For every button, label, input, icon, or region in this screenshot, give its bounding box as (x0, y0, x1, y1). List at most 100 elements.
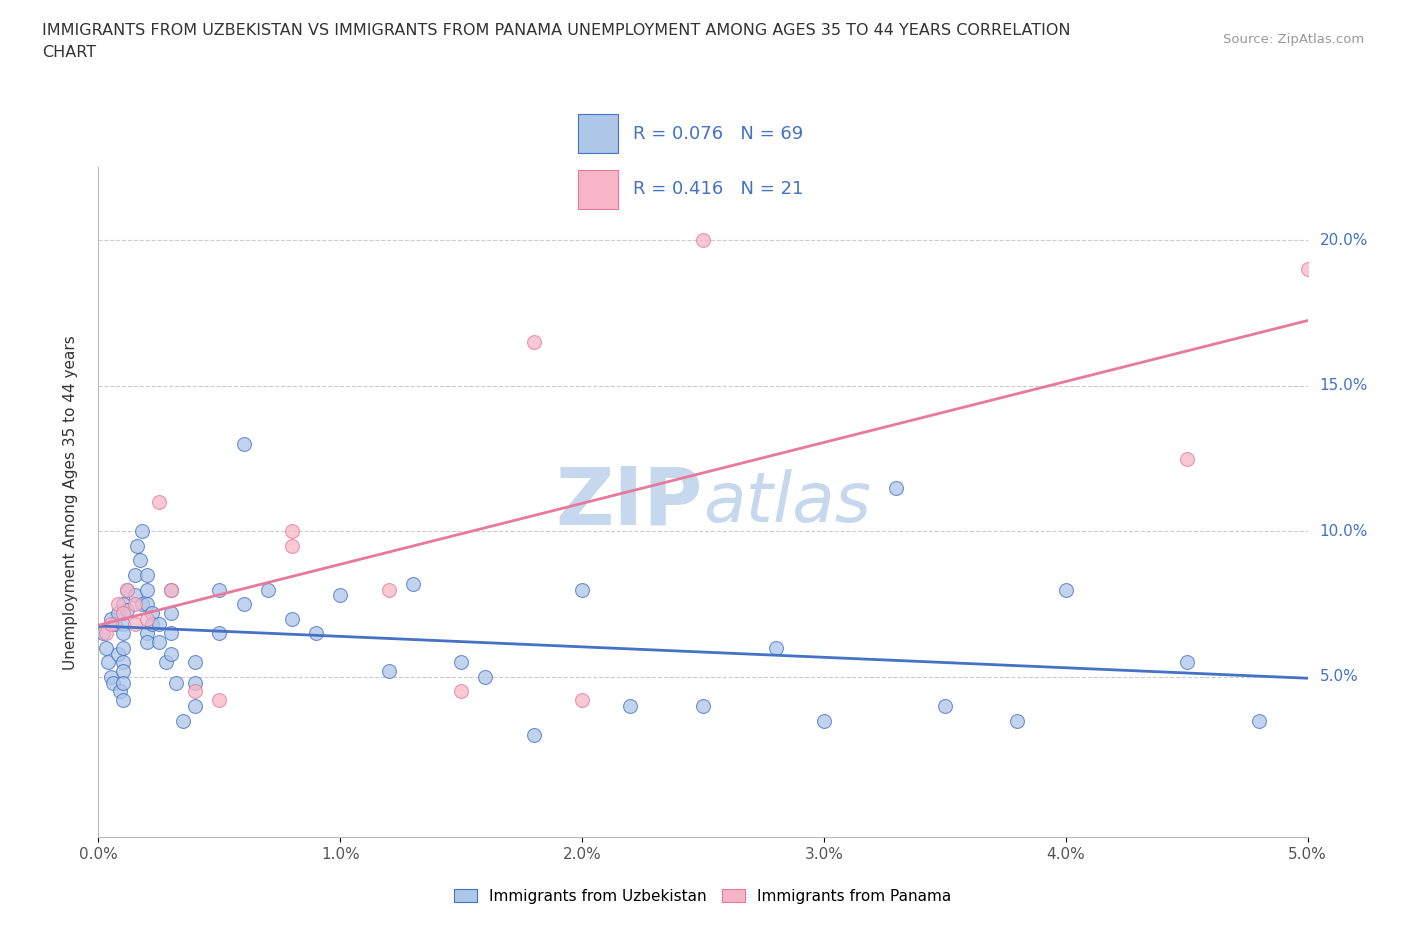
Point (523, 335, 546, 350)
Point (619, 698, 641, 713)
Point (571, 582, 593, 597)
Point (100, 617, 122, 631)
Point (571, 693, 593, 708)
Point (111, 655, 134, 670)
Point (474, 670, 496, 684)
Point (813, 713, 835, 728)
Point (117, 582, 139, 597)
Point (131, 524, 153, 538)
Point (329, 588, 352, 603)
Point (107, 646, 129, 661)
Point (124, 597, 146, 612)
Text: R = 0.076   N = 69: R = 0.076 N = 69 (633, 125, 803, 142)
Point (111, 597, 134, 612)
Point (104, 617, 127, 631)
Point (111, 626, 134, 641)
Point (523, 727, 546, 742)
Point (127, 538, 149, 553)
Point (281, 611, 304, 626)
Point (148, 634, 170, 649)
Point (208, 626, 231, 641)
Point (148, 495, 170, 510)
Point (1175, 655, 1198, 670)
Point (135, 582, 157, 597)
Point (108, 684, 131, 698)
Point (111, 675, 134, 690)
Legend: Immigrants from Uzbekistan, Immigrants from Panama: Immigrants from Uzbekistan, Immigrants f… (449, 883, 957, 910)
Text: Source: ZipAtlas.com: Source: ZipAtlas.com (1223, 33, 1364, 46)
Point (111, 605, 134, 620)
Text: atlas: atlas (703, 469, 870, 536)
Point (305, 626, 328, 641)
Point (160, 605, 183, 620)
Point (165, 675, 187, 690)
Point (101, 675, 124, 690)
Text: 20.0%: 20.0% (1320, 232, 1368, 247)
Point (1175, 451, 1198, 466)
Point (124, 588, 146, 603)
Point (124, 567, 146, 582)
Text: ZIP: ZIP (555, 463, 703, 541)
Point (107, 597, 129, 612)
Point (934, 698, 956, 713)
Point (107, 605, 129, 620)
Point (184, 655, 207, 670)
Point (208, 582, 231, 597)
Text: 5.0%: 5.0% (1320, 670, 1358, 684)
Point (1007, 713, 1029, 728)
Point (232, 436, 254, 451)
Point (94, 626, 117, 641)
Point (184, 675, 207, 690)
Y-axis label: Unemployment Among Ages 35 to 44 years: Unemployment Among Ages 35 to 44 years (63, 335, 77, 670)
Point (128, 553, 150, 568)
Point (117, 603, 139, 618)
Text: R = 0.416   N = 21: R = 0.416 N = 21 (633, 180, 804, 198)
Point (402, 577, 425, 591)
Point (172, 713, 194, 728)
FancyBboxPatch shape (578, 114, 617, 153)
Point (160, 582, 183, 597)
Point (1054, 582, 1077, 597)
Point (135, 567, 157, 582)
Point (208, 693, 231, 708)
Point (256, 582, 278, 597)
Point (135, 597, 157, 612)
Point (281, 538, 304, 553)
Point (94, 641, 117, 656)
Point (100, 611, 122, 626)
Point (141, 617, 163, 631)
Point (148, 617, 170, 631)
Point (141, 605, 163, 620)
Point (184, 698, 207, 713)
Point (111, 617, 134, 631)
Point (111, 693, 134, 708)
Point (124, 617, 146, 631)
Point (450, 684, 472, 698)
Point (184, 684, 207, 698)
Point (160, 626, 183, 641)
Text: 15.0%: 15.0% (1320, 379, 1368, 393)
Point (117, 582, 139, 597)
Point (135, 611, 157, 626)
Text: CHART: CHART (42, 45, 96, 60)
Text: 10.0%: 10.0% (1320, 524, 1368, 538)
Point (135, 626, 157, 641)
Point (91, 626, 114, 641)
Point (232, 597, 254, 612)
Point (160, 582, 183, 597)
Point (160, 646, 183, 661)
Point (100, 670, 122, 684)
Point (765, 641, 787, 656)
FancyBboxPatch shape (578, 170, 617, 208)
Point (131, 597, 153, 612)
Point (111, 641, 134, 656)
Point (1296, 262, 1319, 277)
Point (135, 634, 157, 649)
Point (377, 582, 399, 597)
Point (692, 698, 714, 713)
Point (450, 655, 472, 670)
Text: IMMIGRANTS FROM UZBEKISTAN VS IMMIGRANTS FROM PANAMA UNEMPLOYMENT AMONG AGES 35 : IMMIGRANTS FROM UZBEKISTAN VS IMMIGRANTS… (42, 23, 1071, 38)
Point (886, 480, 908, 495)
Point (281, 524, 304, 538)
Point (97, 655, 120, 670)
